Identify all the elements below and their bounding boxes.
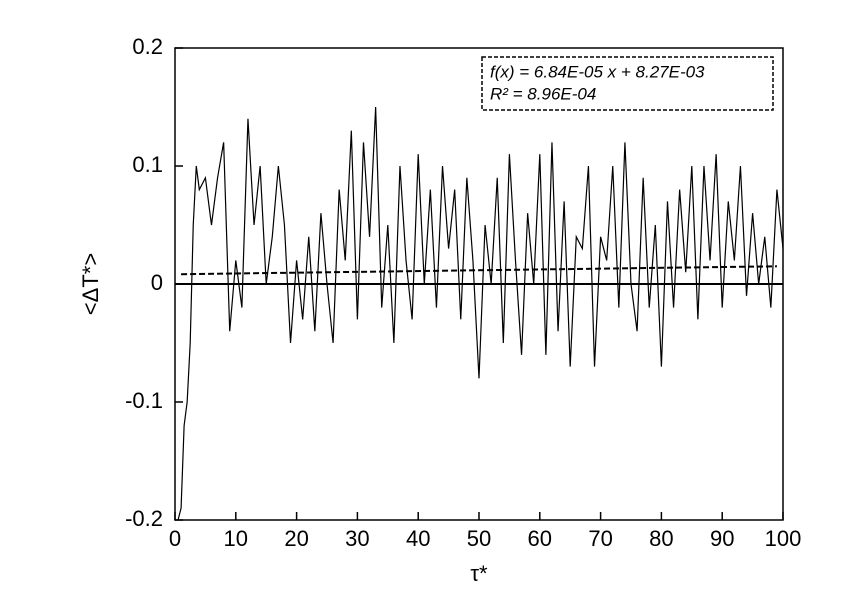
x-tick-label: 10: [224, 526, 248, 551]
x-tick-label: 40: [406, 526, 430, 551]
x-tick-label: 90: [710, 526, 734, 551]
fit-line: [181, 265, 777, 276]
y-axis-label: <ΔT*>: [78, 253, 103, 315]
y-tick-label: -0.1: [125, 388, 163, 413]
x-tick-label: 70: [588, 526, 612, 551]
y-tick-label: -0.2: [125, 506, 163, 531]
x-tick-label: 100: [765, 526, 802, 551]
y-tick-label: 0.1: [132, 152, 163, 177]
x-tick-label: 30: [345, 526, 369, 551]
fit-equation: f(x) = 6.84E-05 x + 8.27E-03: [490, 62, 705, 81]
annotation-box: [481, 56, 774, 111]
fit-r2: R² = 8.96E-04: [490, 84, 596, 103]
x-tick-label: 60: [528, 526, 552, 551]
x-tick-label: 20: [284, 526, 308, 551]
y-tick-label: 0.2: [132, 34, 163, 59]
x-tick-label: 80: [649, 526, 673, 551]
y-tick-label: 0: [151, 270, 163, 295]
x-axis-label: τ*: [470, 561, 488, 586]
data-line: [177, 106, 784, 521]
x-tick-label: 50: [467, 526, 491, 551]
x-tick-label: 0: [169, 526, 181, 551]
